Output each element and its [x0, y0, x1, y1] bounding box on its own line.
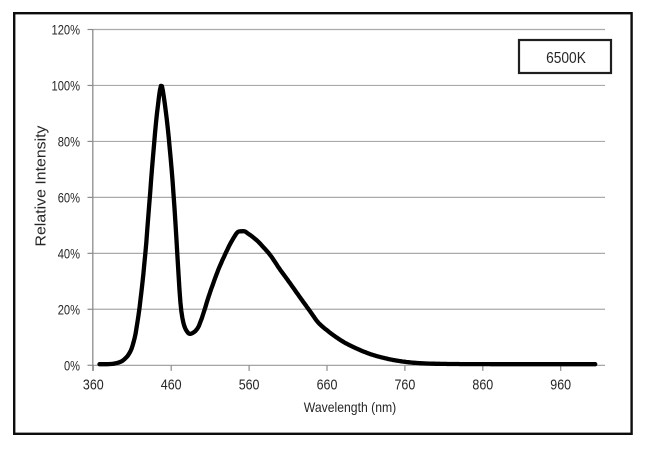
- svg-text:40%: 40%: [58, 245, 80, 261]
- svg-text:80%: 80%: [58, 134, 80, 150]
- svg-text:0%: 0%: [64, 357, 80, 373]
- svg-text:560: 560: [239, 377, 260, 394]
- svg-text:460: 460: [161, 377, 182, 394]
- svg-text:760: 760: [395, 377, 416, 394]
- svg-text:960: 960: [550, 377, 571, 394]
- svg-text:Relative Intensity: Relative Intensity: [33, 125, 50, 247]
- svg-text:860: 860: [472, 377, 493, 394]
- svg-text:6500K: 6500K: [546, 50, 586, 67]
- svg-text:360: 360: [83, 377, 104, 394]
- svg-text:100%: 100%: [52, 78, 81, 94]
- svg-text:120%: 120%: [52, 22, 81, 38]
- svg-text:660: 660: [317, 377, 338, 394]
- svg-text:60%: 60%: [58, 190, 80, 206]
- svg-text:20%: 20%: [58, 301, 80, 317]
- svg-text:Wavelength (nm): Wavelength (nm): [304, 399, 396, 415]
